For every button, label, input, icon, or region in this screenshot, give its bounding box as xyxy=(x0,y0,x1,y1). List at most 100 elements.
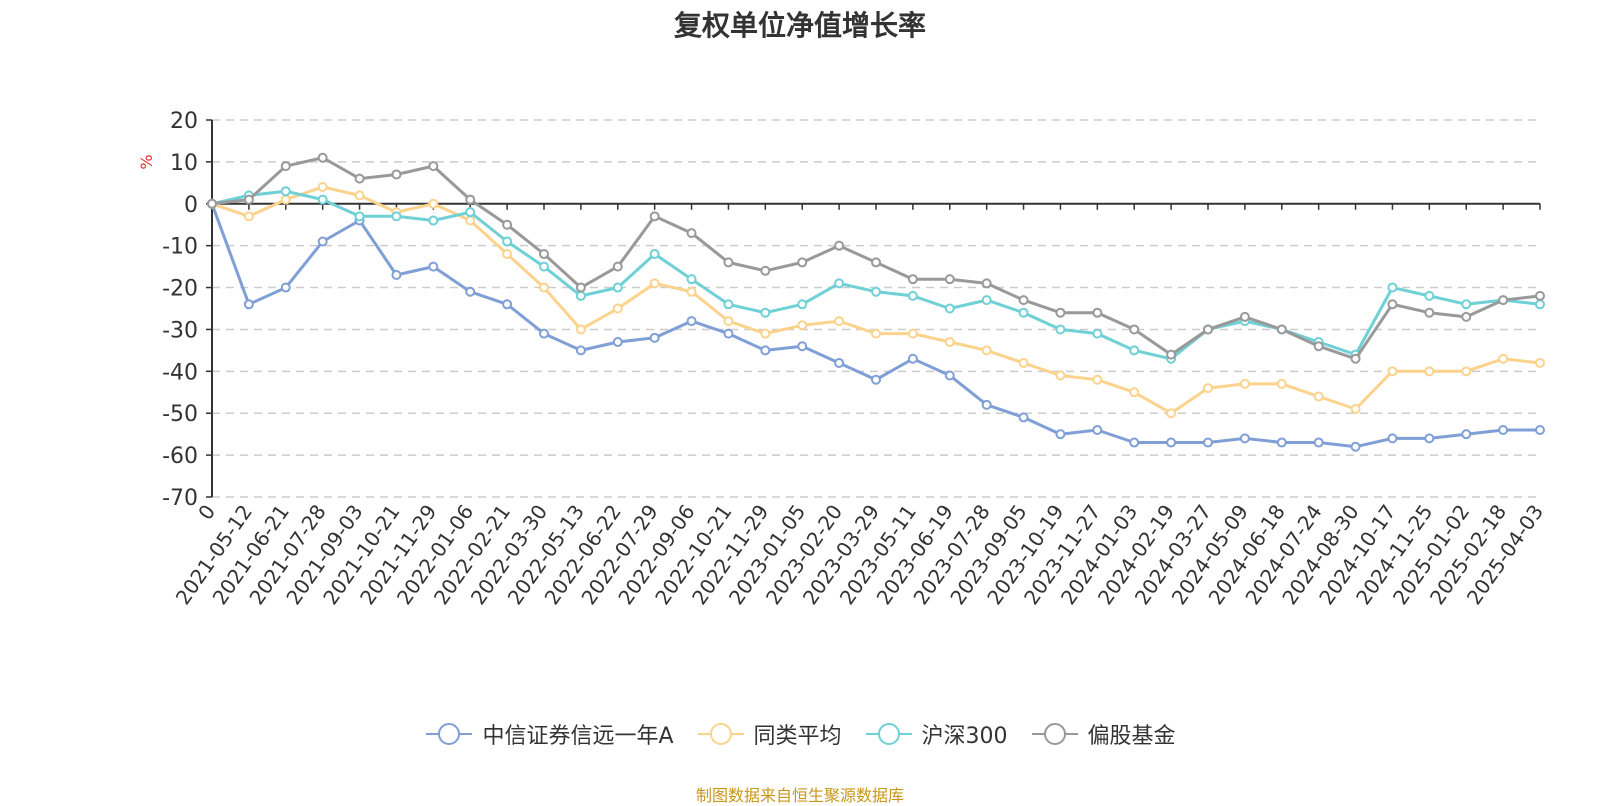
data-point xyxy=(1018,295,1029,306)
data-point xyxy=(1092,424,1103,435)
data-point xyxy=(539,328,549,339)
data-point xyxy=(502,219,513,230)
legend-marker-icon xyxy=(1031,723,1078,745)
source-note: 制图数据来自恒生聚源数据库 xyxy=(695,786,904,805)
data-point xyxy=(797,257,808,268)
data-point xyxy=(575,345,586,356)
data-point xyxy=(575,324,586,335)
data-point xyxy=(1424,290,1435,301)
data-point xyxy=(280,194,291,205)
data-point xyxy=(907,290,918,301)
data-point xyxy=(1276,437,1287,448)
data-point xyxy=(944,370,955,381)
data-point xyxy=(686,316,697,327)
data-point xyxy=(1461,366,1472,377)
data-point xyxy=(465,207,476,218)
data-point xyxy=(1092,328,1103,339)
series-line-0 xyxy=(210,203,1540,449)
data-point xyxy=(1461,429,1472,440)
legend-item-0[interactable]: 中信证券信远一年A xyxy=(424,718,674,750)
data-point xyxy=(354,211,365,222)
data-point xyxy=(1424,366,1435,377)
legend-item-1[interactable]: 同类平均 xyxy=(696,718,842,750)
data-point xyxy=(944,274,955,285)
data-point xyxy=(1313,391,1324,402)
data-point xyxy=(317,152,328,163)
y-tick-label: -40 xyxy=(162,360,198,385)
data-point xyxy=(871,286,881,297)
data-point xyxy=(612,261,623,272)
data-point xyxy=(539,282,549,293)
legend-label: 偏股基金 xyxy=(1087,724,1176,749)
data-point xyxy=(981,295,992,306)
data-point xyxy=(723,299,734,310)
data-point xyxy=(760,265,771,276)
data-point xyxy=(797,341,808,352)
data-point xyxy=(1129,387,1140,398)
data-point xyxy=(465,194,476,205)
data-point xyxy=(612,282,623,293)
data-point xyxy=(871,374,881,385)
data-point xyxy=(760,328,771,339)
data-point xyxy=(907,328,918,339)
data-point xyxy=(1424,433,1435,444)
y-tick-label: -30 xyxy=(162,318,198,343)
data-point xyxy=(834,357,845,368)
data-point xyxy=(1350,404,1361,415)
data-point xyxy=(1018,357,1029,368)
data-point xyxy=(1498,424,1509,435)
data-point xyxy=(1461,299,1472,310)
data-point xyxy=(649,249,660,260)
data-point xyxy=(760,345,771,356)
legend-marker-icon xyxy=(426,723,473,745)
data-point xyxy=(280,282,291,293)
data-point xyxy=(612,303,623,314)
axes: 20100-10-20-30-40-50-60-7002021-05-12202… xyxy=(162,109,1548,609)
data-point xyxy=(1055,324,1066,335)
y-tick-label: 10 xyxy=(170,151,198,176)
legend-marker-icon xyxy=(697,723,744,745)
data-point xyxy=(723,257,734,268)
data-point xyxy=(428,198,439,209)
data-point xyxy=(1018,307,1029,318)
data-point xyxy=(317,194,328,205)
data-point xyxy=(1166,349,1177,360)
y-tick-label: -10 xyxy=(162,235,198,260)
chart-title: 复权单位净值增长率 xyxy=(673,9,926,42)
data-point xyxy=(649,332,660,343)
y-axis-label: % xyxy=(137,154,156,169)
data-point xyxy=(539,249,549,260)
y-tick-label: -70 xyxy=(162,486,198,511)
data-point xyxy=(502,299,513,310)
legend-item-3[interactable]: 偏股基金 xyxy=(1030,718,1176,750)
data-point xyxy=(871,328,881,339)
data-point xyxy=(391,169,402,180)
data-point xyxy=(1166,408,1177,419)
legend-label: 沪深300 xyxy=(921,724,1008,749)
data-point xyxy=(981,278,992,289)
data-point xyxy=(391,269,402,280)
data-point xyxy=(797,299,808,310)
data-point xyxy=(1055,370,1066,381)
data-point xyxy=(1276,378,1287,389)
data-point xyxy=(317,182,328,193)
data-point xyxy=(1129,345,1140,356)
data-point xyxy=(1276,324,1287,335)
data-point xyxy=(317,236,328,247)
series-lines xyxy=(207,152,1545,452)
data-point xyxy=(428,161,439,172)
data-point xyxy=(280,186,291,197)
data-point xyxy=(280,161,291,172)
data-point xyxy=(1129,437,1140,448)
data-point xyxy=(1387,433,1398,444)
data-point xyxy=(1313,341,1324,352)
data-point xyxy=(760,307,771,318)
data-point xyxy=(797,320,808,331)
data-point xyxy=(944,337,955,348)
data-point xyxy=(1055,429,1066,440)
data-point xyxy=(686,274,697,285)
data-point xyxy=(502,249,513,260)
legend-item-2[interactable]: 沪深300 xyxy=(864,718,1008,750)
data-point xyxy=(723,316,734,327)
data-point xyxy=(1535,357,1545,368)
